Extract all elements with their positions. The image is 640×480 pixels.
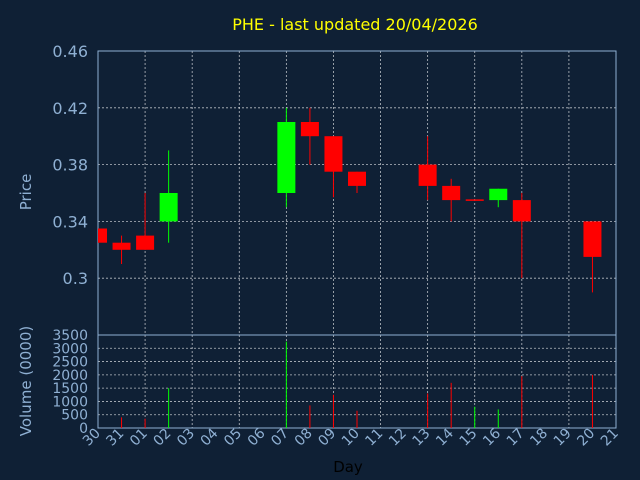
candle-body [442,185,461,201]
x-tick-label: 01 [127,426,151,450]
x-tick-label: 07 [268,426,292,450]
price-tick-label: 0.34 [52,212,88,231]
x-tick-label: 17 [504,426,528,450]
candle-body [277,122,296,193]
x-tick-label: 18 [527,426,551,450]
x-tick-label: 05 [221,426,245,450]
volume-tick-label: 1500 [52,381,88,397]
x-tick-label: 15 [457,426,481,450]
price-axis-label: Price [17,174,35,211]
x-tick-label: 04 [198,425,222,449]
x-tick-label: 12 [386,426,410,450]
x-tick-label: 14 [433,425,457,449]
x-tick-label: 19 [551,426,575,450]
candle-body [418,164,437,186]
volume-tick-label: 3000 [52,341,88,357]
candle-body [583,221,602,257]
price-tick-label: 0.38 [52,156,88,175]
price-tick-label: 0.46 [52,42,88,61]
x-tick-label: 08 [292,426,316,450]
x-tick-label: 06 [245,425,269,449]
x-tick-label: 09 [315,426,339,450]
x-tick-label: 03 [174,426,198,450]
price-panel: 0.3 0.34 0.38 0.42 0.46 [52,42,617,336]
candles [98,107,602,293]
x-tick-label: 13 [410,426,434,450]
x-axis: 30 31 01 02 03 04 05 06 07 08 09 10 11 12 13 14 15 16 17 18… [80,425,622,449]
candle-body [489,188,508,201]
volume-tick-label: 1000 [52,394,88,410]
x-tick-label: 16 [480,425,504,449]
x-tick-label: 21 [598,426,622,450]
candle-body [112,242,131,250]
price-tick-label: 0.3 [63,269,88,288]
volume-tick-label: 500 [61,408,88,424]
candle-body [348,171,366,186]
candle-body [512,200,531,222]
candle-body [324,136,343,172]
chart-title: PHE - last updated 20/04/2026 [232,15,478,34]
x-tick-label: 20 [574,426,598,450]
x-tick-label: 10 [339,426,363,450]
x-tick-label: 02 [151,426,175,450]
volume-tick-label: 0 [79,421,88,437]
price-tick-label: 0.42 [52,99,88,118]
volume-tick-label: 2000 [52,368,88,384]
candle-body [98,228,107,243]
volume-axis-label: Volume (0000) [17,326,35,436]
x-axis-label: Day [333,458,363,476]
candle-body [159,193,178,222]
x-tick-label: 11 [362,426,386,450]
candle-body [300,122,319,137]
volume-tick-label: 2500 [52,355,88,371]
candle-body [136,235,155,250]
x-tick-label: 31 [103,426,127,450]
volume-tick-label: 3500 [52,328,88,344]
